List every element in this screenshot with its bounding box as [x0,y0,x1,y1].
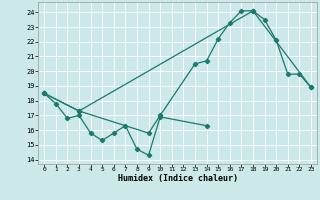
X-axis label: Humidex (Indice chaleur): Humidex (Indice chaleur) [118,174,238,183]
